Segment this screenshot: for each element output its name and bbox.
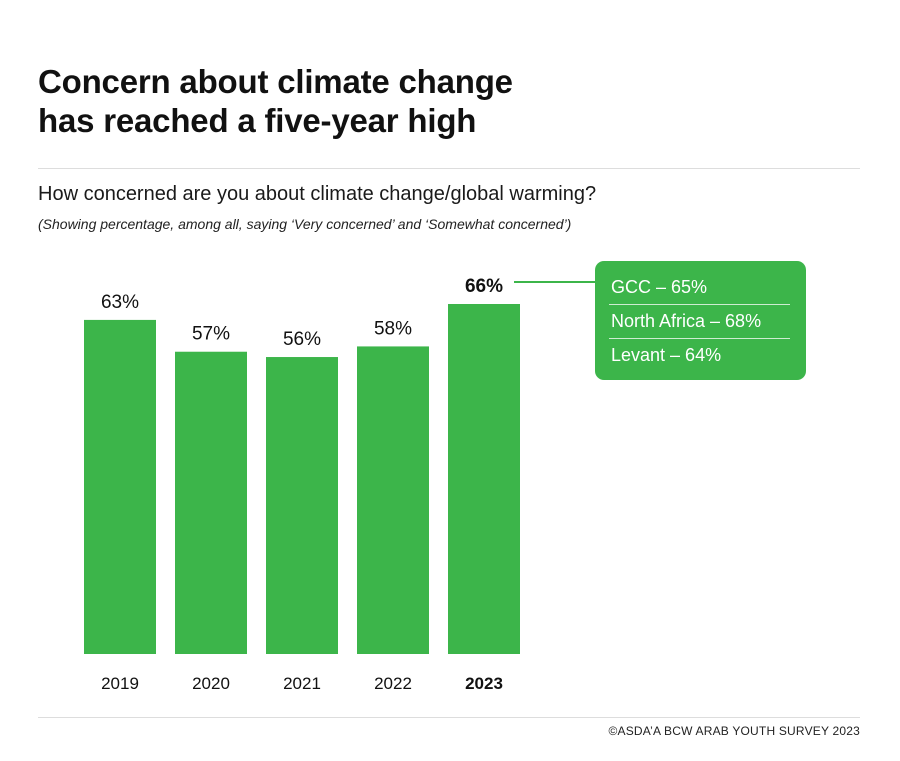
page-title: Concern about climate change has reached… xyxy=(38,62,738,140)
bar-2019 xyxy=(84,319,156,654)
category-label-2020: 2020 xyxy=(192,674,230,693)
value-label-2022: 58% xyxy=(374,318,412,339)
callout-row-levant: Levant – 64% xyxy=(611,345,722,365)
bar-2023 xyxy=(448,304,520,654)
value-label-2023: 66% xyxy=(465,276,503,297)
callout-row-north-africa: North Africa – 68% xyxy=(609,305,790,339)
bottom-divider xyxy=(38,717,860,718)
bar-2020 xyxy=(175,351,247,654)
category-label-2021: 2021 xyxy=(283,674,321,693)
page-title-line-2: has reached a five-year high xyxy=(38,102,477,139)
category-label-2023: 2023 xyxy=(465,674,503,693)
bar-2021 xyxy=(266,357,338,654)
category-label-2022: 2022 xyxy=(374,674,412,693)
callout-row-gcc: GCC – 65% xyxy=(609,271,790,305)
chart-note: (Showing percentage, among all, saying ‘… xyxy=(38,216,572,232)
chart-question: How concerned are you about climate chan… xyxy=(38,183,597,205)
bar-2022 xyxy=(357,346,429,654)
top-divider xyxy=(38,168,860,169)
value-label-2021: 56% xyxy=(283,329,321,350)
source-credit: ©ASDA’A BCW ARAB YOUTH SURVEY 2023 xyxy=(608,724,860,738)
value-label-2019: 63% xyxy=(101,292,139,313)
regional-breakdown-callout: GCC – 65% North Africa – 68% Levant – 64… xyxy=(595,261,806,380)
page-title-line-1: Concern about climate change xyxy=(38,63,513,100)
value-label-2020: 57% xyxy=(192,324,230,345)
category-label-2019: 2019 xyxy=(101,674,139,693)
